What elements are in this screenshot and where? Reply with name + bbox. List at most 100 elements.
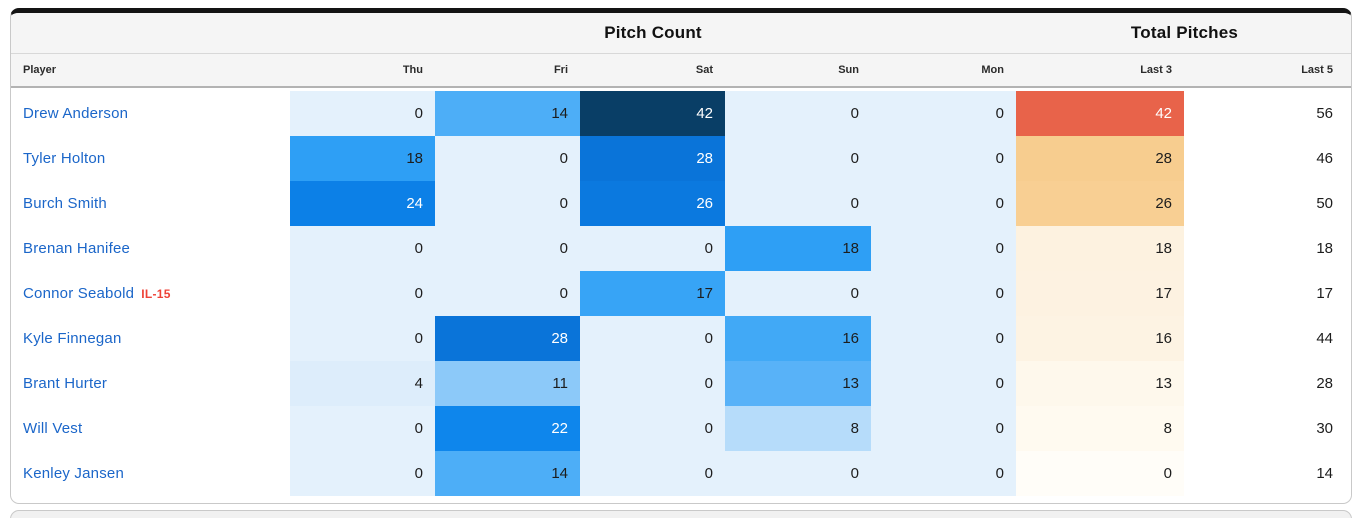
last5-cell: 18 [1184, 226, 1351, 271]
mon-cell: 0 [871, 316, 1016, 361]
last3-cell: 18 [1016, 226, 1184, 271]
column-header-sun[interactable]: Sun [838, 64, 859, 76]
fri-cell: 14 [435, 91, 580, 136]
table-body: Drew Anderson 0 14 42 0 0 42 56 Tyler Holton 18 0 2… [11, 88, 1351, 496]
sun-cell: 0 [725, 136, 871, 181]
fri-cell: 0 [435, 226, 580, 271]
table-row: Kenley Jansen 0 14 0 0 0 0 14 [11, 451, 1351, 496]
table-row: Brant Hurter 4 11 0 13 0 13 28 [11, 361, 1351, 406]
pitch-count-group-header: Pitch Count [604, 23, 702, 42]
column-header-mon[interactable]: Mon [981, 64, 1004, 76]
sat-cell: 17 [580, 271, 725, 316]
column-header-last3[interactable]: Last 3 [1140, 64, 1172, 76]
thu-cell: 18 [290, 136, 435, 181]
last3-cell: 0 [1016, 451, 1184, 496]
mon-cell: 0 [871, 451, 1016, 496]
sat-cell: 26 [580, 181, 725, 226]
player-name-link[interactable]: Will Vest [23, 420, 83, 437]
last3-cell: 16 [1016, 316, 1184, 361]
last3-cell: 17 [1016, 271, 1184, 316]
table-row: Kyle Finnegan 0 28 0 16 0 16 44 [11, 316, 1351, 361]
player-cell: Drew Anderson [11, 91, 290, 136]
player-name-link[interactable]: Drew Anderson [23, 105, 129, 122]
player-name-link[interactable]: Kenley Jansen [23, 465, 125, 482]
table-row: Drew Anderson 0 14 42 0 0 42 56 [11, 91, 1351, 136]
table-row: Connor Seabold IL-15 0 0 17 0 0 17 17 [11, 271, 1351, 316]
column-header-thu[interactable]: Thu [402, 64, 423, 76]
last5-cell: 17 [1184, 271, 1351, 316]
column-header-last5[interactable]: Last 5 [1301, 64, 1333, 76]
thu-cell: 0 [290, 271, 435, 316]
fri-cell: 28 [435, 316, 580, 361]
last5-cell: 28 [1184, 361, 1351, 406]
sat-cell: 0 [580, 361, 725, 406]
table-row: Brenan Hanifee 0 0 0 18 0 18 18 [11, 226, 1351, 271]
thu-cell: 0 [290, 406, 435, 451]
mon-cell: 0 [871, 91, 1016, 136]
fri-cell: 11 [435, 361, 580, 406]
player-cell: Brenan Hanifee [11, 226, 290, 271]
group-header-row: Pitch Count Total Pitches [11, 13, 1351, 54]
player-name-link[interactable]: Brant Hurter [23, 375, 108, 392]
last5-cell: 30 [1184, 406, 1351, 451]
sat-cell: 28 [580, 136, 725, 181]
sun-cell: 13 [725, 361, 871, 406]
player-cell: Burch Smith [11, 181, 290, 226]
thu-cell: 0 [290, 91, 435, 136]
sat-cell: 0 [580, 451, 725, 496]
fri-cell: 0 [435, 271, 580, 316]
last3-cell: 26 [1016, 181, 1184, 226]
player-cell: Kyle Finnegan [11, 316, 290, 361]
sun-cell: 0 [725, 91, 871, 136]
column-header-player[interactable]: Player [23, 64, 57, 76]
injury-status-badge: IL-15 [141, 286, 171, 301]
last5-cell: 56 [1184, 91, 1351, 136]
mon-cell: 0 [871, 361, 1016, 406]
player-cell: Kenley Jansen [11, 451, 290, 496]
player-cell: Will Vest [11, 406, 290, 451]
last3-cell: 28 [1016, 136, 1184, 181]
sat-cell: 0 [580, 316, 725, 361]
fri-cell: 0 [435, 136, 580, 181]
sun-cell: 18 [725, 226, 871, 271]
sun-cell: 8 [725, 406, 871, 451]
mon-cell: 0 [871, 136, 1016, 181]
last5-cell: 50 [1184, 181, 1351, 226]
last3-cell: 42 [1016, 91, 1184, 136]
player-name-link[interactable]: Connor Seabold [23, 285, 135, 302]
sun-cell: 0 [725, 271, 871, 316]
pitch-count-table-card: Pitch Count Total Pitches Player Thu Fri… [10, 8, 1352, 504]
next-section-card-top [10, 510, 1352, 518]
player-cell: Brant Hurter [11, 361, 290, 406]
player-name-link[interactable]: Burch Smith [23, 195, 107, 212]
table-row: Burch Smith 24 0 26 0 0 26 50 [11, 181, 1351, 226]
thu-cell: 0 [290, 451, 435, 496]
sat-cell: 0 [580, 226, 725, 271]
mon-cell: 0 [871, 181, 1016, 226]
thu-cell: 0 [290, 226, 435, 271]
last5-cell: 14 [1184, 451, 1351, 496]
last3-cell: 13 [1016, 361, 1184, 406]
column-header-sat[interactable]: Sat [695, 64, 713, 76]
player-name-link[interactable]: Brenan Hanifee [23, 240, 131, 257]
mon-cell: 0 [871, 226, 1016, 271]
sat-cell: 42 [580, 91, 725, 136]
player-name-link[interactable]: Tyler Holton [23, 150, 106, 167]
fri-cell: 0 [435, 181, 580, 226]
last5-cell: 44 [1184, 316, 1351, 361]
sun-cell: 0 [725, 181, 871, 226]
sun-cell: 0 [725, 451, 871, 496]
mon-cell: 0 [871, 271, 1016, 316]
player-name-link[interactable]: Kyle Finnegan [23, 330, 122, 347]
thu-cell: 0 [290, 316, 435, 361]
last3-cell: 8 [1016, 406, 1184, 451]
table-row: Will Vest 0 22 0 8 0 8 30 [11, 406, 1351, 451]
player-cell: Tyler Holton [11, 136, 290, 181]
column-header-row: Player Thu Fri Sat Sun Mon Last 3 Last 5 [11, 54, 1351, 88]
fri-cell: 14 [435, 451, 580, 496]
player-cell: Connor Seabold IL-15 [11, 271, 290, 316]
thu-cell: 24 [290, 181, 435, 226]
column-header-fri[interactable]: Fri [553, 64, 568, 76]
thu-cell: 4 [290, 361, 435, 406]
